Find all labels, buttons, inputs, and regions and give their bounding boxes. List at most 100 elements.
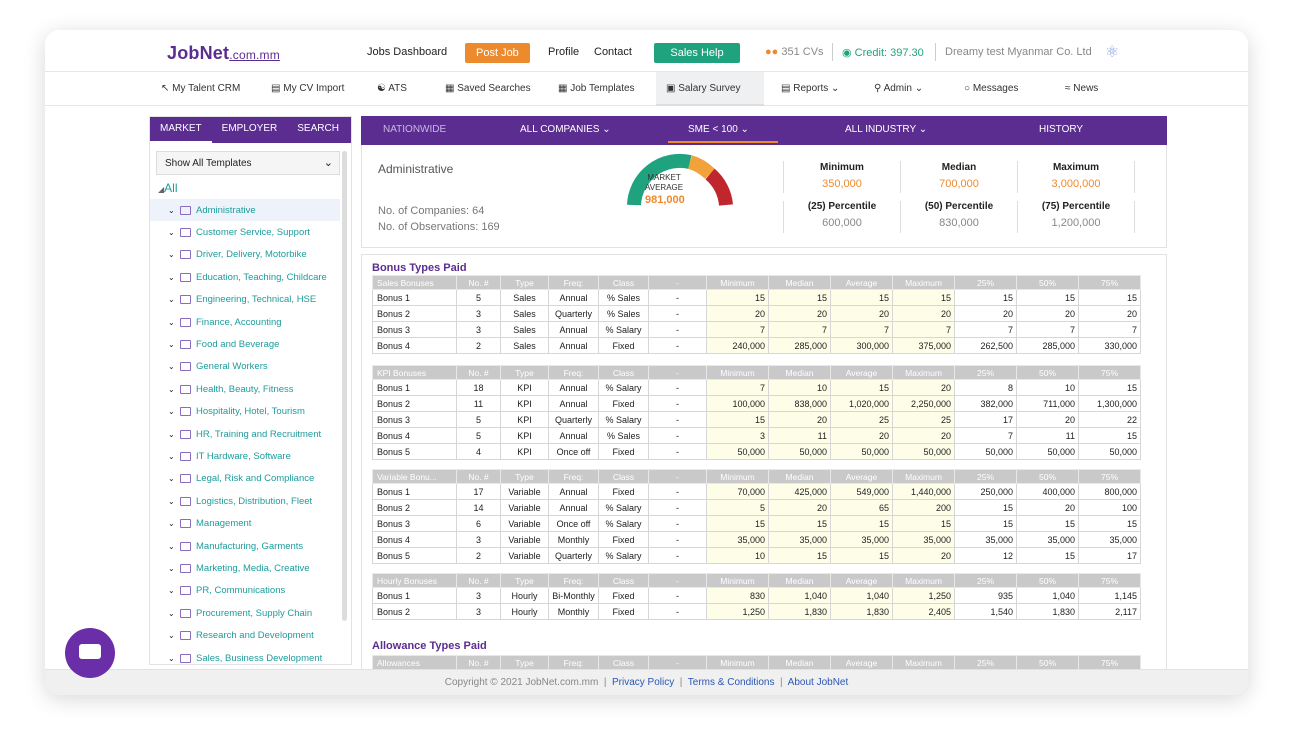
table-cell: Variable [500, 531, 549, 548]
column-header: Variable Bonu... [372, 469, 457, 484]
template-select[interactable]: Show All Templates ⌄ [156, 151, 340, 175]
table-cell: 50,000 [768, 443, 831, 460]
filter-all-industry[interactable]: ALL INDUSTRY ⌄ [845, 124, 927, 135]
nav-ats[interactable]: ☯ ATS [367, 72, 417, 106]
tree-item[interactable]: ⌄ IT Hardware, Software [150, 445, 340, 467]
nav-admin[interactable]: ⚲ Admin ⌄ [864, 72, 933, 106]
tree-item[interactable]: ⌄ Health, Beauty, Fitness [150, 378, 340, 400]
main-nav: ↖ My Talent CRM ▤ My CV Import ☯ ATS ▦ S… [45, 72, 1248, 106]
chevron-down-icon: ⌄ [168, 429, 175, 439]
nav-saved-searches[interactable]: ▦ Saved Searches [435, 72, 541, 106]
table-cell: 20 [1016, 499, 1079, 516]
folder-icon [180, 653, 191, 663]
companies-count: No. of Companies: 64 [378, 205, 485, 217]
nav-news[interactable]: ≈ News [1055, 72, 1108, 106]
chevron-down-icon: ⌄ [168, 541, 175, 551]
tree-item[interactable]: ⌄ Customer Service, Support [150, 221, 340, 243]
filter-nationwide[interactable]: NATIONWIDE [383, 124, 447, 135]
table-cell: Bonus 2 [372, 603, 457, 620]
table-cell: % Salary [598, 547, 649, 564]
chevron-down-icon: ⌄ [168, 519, 175, 529]
tree-item[interactable]: ⌄ Food and Beverage [150, 333, 340, 355]
table-cell: 2 [456, 337, 501, 354]
column-header: Freq: [548, 275, 599, 290]
nav-messages[interactable]: ○ Messages [954, 72, 1028, 106]
table-cell: 800,000 [1078, 483, 1141, 500]
react-icon[interactable]: ⚛ [1105, 44, 1120, 61]
jobs-dashboard-link[interactable]: Jobs Dashboard [367, 46, 448, 58]
tree-item[interactable]: ⌄ Finance, Accounting [150, 311, 340, 333]
divider [1017, 161, 1018, 193]
tree-item[interactable]: ⌄ Administrative [150, 199, 340, 222]
filter-history[interactable]: HISTORY [1039, 124, 1084, 135]
key-icon: ⚲ [874, 83, 882, 94]
table-cell: Annual [548, 499, 599, 516]
tree-item[interactable]: ⌄ Education, Teaching, Childcare [150, 266, 340, 288]
stat-label: (50) Percentile [924, 201, 994, 212]
folder-icon [180, 384, 191, 394]
tree-item[interactable]: ⌄ Research and Development [150, 624, 340, 646]
table-row: Bonus 5 2 Variable Quarterly% Salary -10 15 15… [372, 547, 1141, 564]
tree-item[interactable]: ⌄ PR, Communications [150, 580, 340, 602]
column-header: No. # [456, 655, 501, 669]
table-cell: 20 [1078, 305, 1141, 322]
tree-item[interactable]: ⌄ Legal, Risk and Compliance [150, 468, 340, 490]
table-cell: Fixed [598, 603, 649, 620]
tab-search[interactable]: SEARCH [297, 123, 339, 134]
nav-salary-survey[interactable]: ▣ Salary Survey [656, 72, 764, 106]
table-cell: 100,000 [706, 395, 769, 412]
stat-value: 700,000 [939, 178, 979, 190]
tree-item[interactable]: ⌄ Hospitality, Hotel, Tourism [150, 401, 340, 423]
chat-button[interactable] [65, 628, 115, 678]
tree-item[interactable]: ⌄ Manufacturing, Garments [150, 535, 340, 557]
tree-item-label: Legal, Risk and Compliance [196, 473, 315, 485]
tree-item[interactable]: ⌄ Engineering, Technical, HSE [150, 289, 340, 311]
filter-all-companies[interactable]: ALL COMPANIES ⌄ [520, 124, 611, 135]
nav-label: Saved Searches [457, 83, 531, 94]
nav-job-templates[interactable]: ▦ Job Templates [548, 72, 645, 106]
tree-item[interactable]: ⌄ General Workers [150, 356, 340, 378]
table-cell: 15 [954, 515, 1017, 532]
table-cell: % Sales [598, 305, 649, 322]
tree-item[interactable]: ⌄ Sales, Business Development [150, 647, 340, 669]
tree-item[interactable]: ⌄ Marketing, Media, Creative [150, 557, 340, 579]
table-cell: 20 [1016, 305, 1079, 322]
post-job-button[interactable]: Post Job [465, 43, 530, 63]
chevron-down-icon: ⌄ [831, 83, 840, 94]
privacy-link[interactable]: Privacy Policy [612, 677, 675, 688]
table-cell: 830 [706, 587, 769, 604]
column-header: KPI Bonuses [372, 365, 457, 380]
tree-item[interactable]: ⌄ Procurement, Supply Chain [150, 602, 340, 624]
tree-item[interactable]: ⌄ Driver, Delivery, Motorbike [150, 244, 340, 266]
tree-item[interactable]: ⌄ Management [150, 512, 340, 534]
table-cell: 7 [1078, 321, 1141, 338]
tree-item[interactable]: ⌄ HR, Training and Recruitment [150, 423, 340, 445]
cv-count[interactable]: ●● 351 CVs [765, 46, 824, 58]
category-title: Administrative [378, 162, 454, 176]
sidebar: MARKET EMPLOYER SEARCH Show All Template… [149, 116, 352, 665]
about-link[interactable]: About JobNet [787, 677, 849, 688]
nav-my-cv-import[interactable]: ▤ My CV Import [261, 72, 354, 106]
tab-market[interactable]: MARKET [150, 117, 212, 143]
logo[interactable]: JobNet.com.mm [167, 43, 280, 63]
nav-my-talent-crm[interactable]: ↖ My Talent CRM [151, 72, 250, 106]
chevron-down-icon: ⌄ [918, 124, 928, 135]
tree-item[interactable]: ⌄ Logistics, Distribution, Fleet [150, 490, 340, 512]
column-header: 50% [1016, 275, 1079, 290]
chat-icon [79, 644, 101, 659]
nav-label: My CV Import [283, 83, 345, 94]
profile-link[interactable]: Profile [548, 46, 580, 58]
contact-link[interactable]: Contact [594, 46, 632, 58]
divider [900, 201, 901, 233]
scrollbar[interactable] [342, 151, 347, 621]
table-cell: 10 [1016, 379, 1079, 396]
filter-sme[interactable]: SME < 100 ⌄ [668, 124, 778, 143]
nav-reports[interactable]: ▤ Reports ⌄ [771, 72, 849, 106]
table-cell: Variable [500, 547, 549, 564]
column-header: 25% [954, 573, 1017, 588]
tree-root-all[interactable]: ◢All [150, 181, 340, 195]
sales-help-button[interactable]: Sales Help [654, 43, 740, 63]
bonus-table: Sales Bonuses No. # Type Freq: Class - Minimum… [372, 275, 1141, 354]
tab-employer[interactable]: EMPLOYER [221, 123, 278, 134]
terms-link[interactable]: Terms & Conditions [687, 677, 775, 688]
